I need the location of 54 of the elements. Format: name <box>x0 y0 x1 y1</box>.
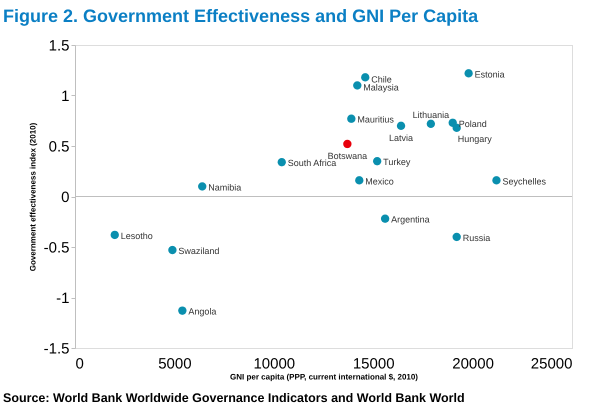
series-label: Swaziland <box>178 246 220 256</box>
y-tick-label: -1.5 <box>44 340 70 358</box>
x-tick-label: 0 <box>76 356 84 372</box>
point <box>361 73 370 82</box>
series-label: Lithuania <box>412 110 450 120</box>
x-tick-label: 15000 <box>352 356 395 372</box>
point <box>110 230 119 240</box>
series-label: Russia <box>462 232 490 243</box>
point <box>353 81 362 90</box>
y-tick-label: 0.5 <box>48 138 70 156</box>
point <box>178 306 187 315</box>
chart-title: Figure 2. Government Effectiveness and GNI Per Capita <box>3 6 480 26</box>
y-tick-label: 1.5 <box>48 38 70 54</box>
point <box>452 232 461 242</box>
point <box>464 69 473 78</box>
series-label: Seychelles <box>502 176 546 186</box>
point <box>380 214 390 223</box>
series-label: Estonia <box>474 69 505 80</box>
series-label: Poland <box>458 118 487 129</box>
y-tick-label: -0.5 <box>44 240 70 256</box>
y-tick-label: 0 <box>61 189 70 206</box>
point <box>343 140 352 148</box>
point <box>372 156 382 166</box>
point <box>355 176 364 185</box>
point <box>452 124 461 132</box>
point <box>168 246 177 254</box>
series-label: Mexico <box>365 176 394 186</box>
point <box>396 122 406 130</box>
point <box>198 182 206 191</box>
x-tick-label: 10000 <box>253 356 296 372</box>
series-label: Turkey <box>383 157 411 168</box>
x-tick-label: 5000 <box>158 356 192 372</box>
source-note: Source: World Bank Worldwide Governance Indicators and World Bank World <box>3 391 465 405</box>
point <box>426 120 436 128</box>
point <box>278 158 286 166</box>
series-label: Hungary <box>458 134 492 144</box>
series-label: Malaysia <box>363 82 399 92</box>
series-label: Latvia <box>389 132 414 143</box>
point <box>347 114 356 123</box>
series-label: Angola <box>188 306 216 317</box>
series-label: Argentina <box>391 214 430 225</box>
y-tick-label: 1 <box>61 88 70 105</box>
y-tick-label: -1 <box>56 290 70 307</box>
x-tick-label: 25000 <box>530 356 572 372</box>
series-label: South Africa <box>288 158 336 168</box>
x-tick-label: 20000 <box>452 356 494 372</box>
x-axis-title: GNI per capita (PPP, current international $, 2010) <box>230 372 418 382</box>
y-axis-title: Government effectiveness index (2010) <box>28 122 38 272</box>
series-label: Lesotho <box>120 230 153 241</box>
series-label: Chile <box>371 74 392 84</box>
series-label: Mauritius <box>357 114 394 125</box>
point <box>492 176 501 185</box>
series-label: Namibia <box>208 182 242 192</box>
series-label: Botswana <box>328 150 368 161</box>
